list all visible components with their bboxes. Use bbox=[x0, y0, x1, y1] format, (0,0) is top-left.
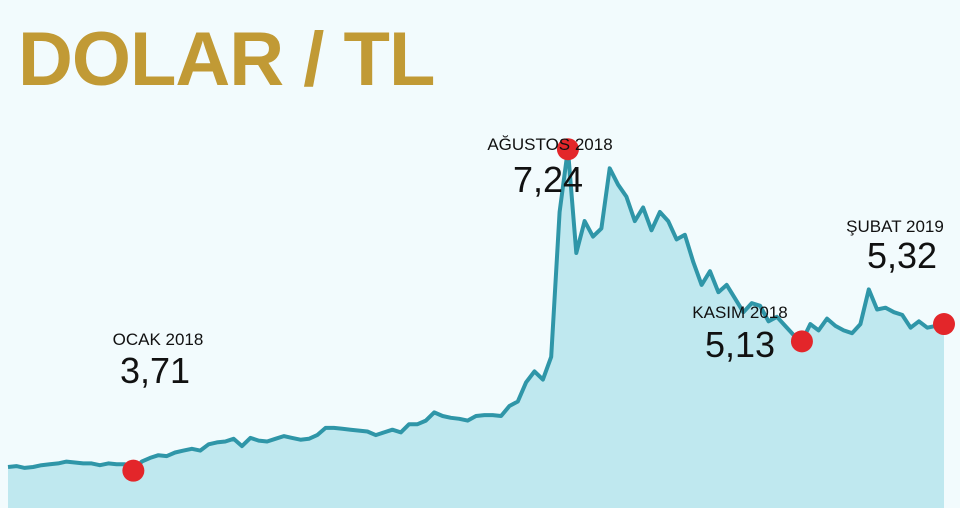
chart-title: DOLAR / TL bbox=[18, 17, 435, 102]
annotation-value-label: 3,71 bbox=[120, 350, 190, 391]
highlight-point bbox=[933, 313, 955, 336]
annotation-value-label: 5,32 bbox=[867, 235, 937, 276]
annotation-value-label: 5,13 bbox=[705, 324, 775, 365]
highlight-point bbox=[122, 459, 145, 482]
annotation-date-label: ŞUBAT 2019 bbox=[846, 217, 944, 236]
series-line bbox=[7, 147, 945, 473]
highlight-point bbox=[556, 138, 579, 161]
annotation-date-label: KASIM 2018 bbox=[692, 303, 787, 322]
annotation-value-label: 7,24 bbox=[513, 159, 583, 200]
area-fill bbox=[8, 149, 944, 508]
annotation-date-label: AĞUSTOS 2018 bbox=[487, 135, 612, 154]
highlight-point bbox=[790, 330, 813, 353]
annotation-date-label: OCAK 2018 bbox=[113, 330, 204, 349]
